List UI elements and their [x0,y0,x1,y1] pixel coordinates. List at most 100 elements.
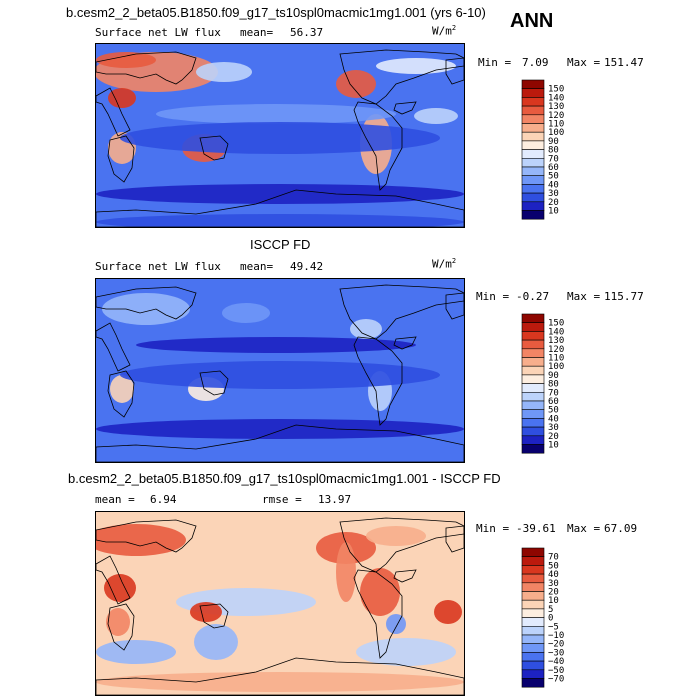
panel3-colorbar-label: −20 [548,640,564,650]
panel3-colorbar-label: −50 [548,666,564,676]
panel3-field-region [356,638,456,666]
panel3-colorbar-label: 30 [548,579,559,589]
panel3-colorbar-label: 50 [548,561,559,571]
panel3-colorbar-label: −70 [548,675,564,685]
panel2-colorbar-label: 100 [548,362,564,372]
panel2-coastline [107,370,135,418]
panel1-colorbar-box [521,105,545,116]
panel3-coastline [353,569,403,659]
panel3-colorbar-label: −40 [548,657,564,667]
panel1-colorbar-box [521,149,545,159]
panel3-colorbar-label: 70 [548,553,559,563]
panel2-colorbar-box [521,331,545,341]
panel1-colorbar-label: 20 [548,198,559,208]
panel2-colorbar-label: 10 [548,441,559,451]
panel1-units: W/m2 [432,24,457,38]
panel3-field-region [190,602,222,622]
panel3-coastline [96,555,131,605]
panel3-colorbar-label: 40 [548,570,559,580]
panel2-mean-label: mean= [240,260,274,273]
panel2-min-value: -0.27 [516,290,550,303]
panel3-max-label: Max = [567,522,601,535]
panel1-field-region [96,52,156,68]
panel1-field-region [376,58,456,74]
panel3-field-region [96,672,464,692]
panel1-coastline [96,51,197,85]
panel2-max-value: 115.77 [604,290,644,303]
panel1-colorbar-box [521,123,545,133]
panel3-field-region [366,526,426,546]
panel3-colorbar-box [521,565,545,575]
panel2-colorbar-label: 20 [548,432,559,442]
panel1-coastline [393,101,417,115]
panel1-colorbar-label: 10 [548,207,559,217]
panel2-colorbar-label: 130 [548,336,564,346]
panel2-field-region [222,303,270,323]
panel3-colorbar-box [521,634,545,644]
panel2-colorbar-box [521,426,545,437]
panel2-field-region [120,361,440,389]
panel1-colorbar-label: 150 [548,85,564,95]
panel2-min-label: Min = [476,290,510,303]
panel1-colorbar-box [521,131,545,142]
panel2-coastline [96,322,131,372]
panel1-colorbar-label: 60 [548,163,559,173]
panel1-field-region [96,184,464,204]
panel1-coastline [96,189,464,227]
panel1-max-value: 151.47 [604,56,644,69]
panel2-max-label: Max = [567,290,601,303]
season-label: ANN [510,10,554,32]
panel3-rmse-label: rmse = [262,493,302,506]
panel2-colorbar-box [521,392,545,402]
panel1-colorbar-box [521,114,545,124]
panel3-colorbar-box [521,643,545,653]
panel3-coastline [96,519,197,553]
panel3-map [95,511,465,696]
panel3-colorbar-box [521,660,545,671]
panel2-colorbar-box [521,400,545,410]
panel1-coastline [107,135,135,183]
panel1-colorbar-label: 30 [548,189,559,199]
panel2-colorbar-box [521,322,545,332]
panel1-max-label: Max = [567,56,601,69]
panel2-colorbar-label: 110 [548,354,564,364]
panel1-colorbar-box [521,192,545,203]
panel2-colorbar-box [521,365,545,376]
panel3-coastline [393,569,417,583]
panel3-title: b.cesm2_2_beta05.B1850.f09_g17_ts10spl0m… [68,471,501,486]
panel1-min-value: 7.09 [522,56,549,69]
panel3-mean-value: 6.94 [150,493,177,506]
panel3-rmse-value: 13.97 [318,493,352,506]
panel3-colorbar-label: 0 [548,614,553,624]
panel1-colorbar-label: 50 [548,172,559,182]
panel1-colorbar-label: 70 [548,154,559,164]
panel2-units: W/m2 [432,257,457,271]
panel2-colorbar-box [521,383,545,393]
panel1-field-region [120,122,440,154]
panel2-map [95,278,465,463]
panel2-field-region [102,293,190,325]
panel3-coastline [199,603,229,629]
panel2-coastline [393,336,417,350]
panel3-colorbar-box [521,599,545,610]
panel2-colorbar-box [521,409,545,419]
panel2-colorbar-box [521,374,545,384]
panel1-colorbar-label: 90 [548,137,559,147]
panel1-mean-label: mean= [240,26,274,39]
panel1-field-region [196,62,252,82]
panel2-colorbar-label: 40 [548,414,559,424]
panel3-colorbar-label: −30 [548,648,564,658]
panel2-field-region [110,375,134,403]
panel2-title: ISCCP FD [250,237,311,252]
panel2-colorbar-label: 120 [548,345,564,355]
panel3-colorbar-label: −10 [548,631,564,641]
panel1-min-label: Min = [478,56,512,69]
panel3-colorbar-box [521,617,545,627]
panel1-coastline [445,57,464,85]
panel3-coastline [96,657,464,695]
panel1-field-region [96,214,464,227]
panel1-mean-value: 56.37 [290,26,324,39]
